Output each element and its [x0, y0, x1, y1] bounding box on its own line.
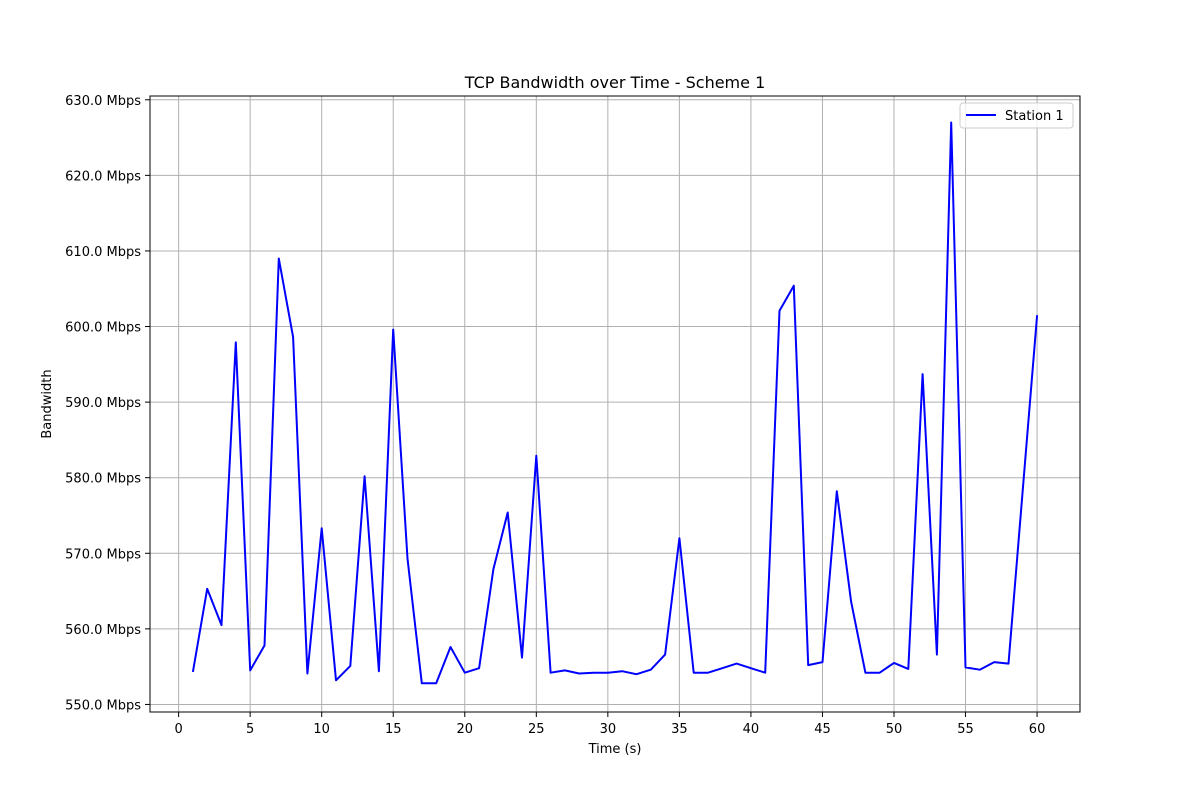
y-tick-label: 610.0 Mbps — [65, 245, 141, 260]
x-tick-label: 55 — [957, 722, 974, 737]
y-tick-label: 560.0 Mbps — [65, 623, 141, 638]
series-group — [191, 121, 1039, 685]
x-tick-label: 5 — [246, 722, 254, 737]
grid-lines — [150, 96, 1080, 712]
y-tick-label: 630.0 Mbps — [65, 94, 141, 109]
x-axis-label: Time (s) — [588, 742, 642, 757]
x-tick-label: 45 — [814, 722, 831, 737]
plot-area-frame — [149, 95, 1081, 713]
x-tick-label: 25 — [528, 722, 545, 737]
x-axis-ticks: 0 5 10 15 20 25 30 35 40 45 50 55 60 — [174, 712, 1045, 737]
x-tick-label: 15 — [385, 722, 402, 737]
y-tick-label: 570.0 Mbps — [65, 547, 141, 562]
y-tick-label: 590.0 Mbps — [65, 396, 141, 411]
x-tick-label: 50 — [886, 722, 903, 737]
x-tick-label: 35 — [671, 722, 688, 737]
x-tick-label: 60 — [1029, 722, 1046, 737]
y-tick-label: 550.0 Mbps — [65, 698, 141, 713]
y-tick-label: 580.0 Mbps — [65, 472, 141, 487]
legend-label: Station 1 — [1005, 109, 1064, 124]
series-line-station-1 — [191, 121, 1039, 685]
x-tick-label: 10 — [313, 722, 330, 737]
x-tick-label: 20 — [456, 722, 473, 737]
chart-title: TCP Bandwidth over Time - Scheme 1 — [464, 73, 766, 92]
x-tick-label: 30 — [600, 722, 617, 737]
y-tick-label: 600.0 Mbps — [65, 321, 141, 336]
x-tick-label: 0 — [174, 722, 182, 737]
legend: Station 1 — [959, 102, 1074, 129]
y-axis-ticks: 550.0 Mbps 560.0 Mbps 570.0 Mbps 580.0 Mbps… — [65, 94, 150, 713]
y-tick-label: 620.0 Mbps — [65, 169, 141, 184]
legend-box — [959, 102, 1074, 129]
x-tick-label: 40 — [743, 722, 760, 737]
y-axis-label: Bandwidth — [40, 369, 55, 438]
